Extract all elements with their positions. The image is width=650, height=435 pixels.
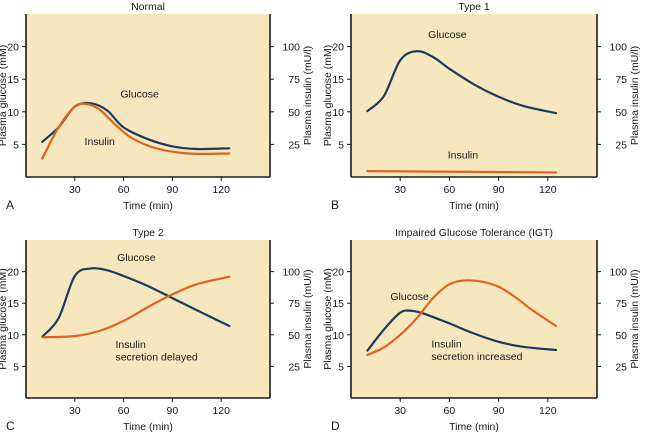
y2-tick-label: 50 (288, 107, 300, 119)
y-tick-label: 15 (332, 74, 344, 86)
y-tick-label: 15 (7, 298, 19, 310)
chart-panel-c: Type 2 30 60 90 120 5 10 15 20 25 50 75 100 Time (min… (0, 227, 314, 433)
y2-tick-label: 25 (615, 361, 627, 373)
x-axis-label: Time (min) (123, 421, 173, 433)
x-tick-label: 90 (167, 184, 179, 196)
y2-tick-label: 25 (288, 361, 300, 373)
x-tick-label: 60 (118, 184, 130, 196)
chart-title: Type 1 (458, 1, 490, 13)
series-line-glucose (366, 309, 558, 352)
y2-axis-label: Plasma insulin (mU/l) (302, 269, 314, 368)
chart-title: Impaired Glucose Tolerance (IGT) (395, 227, 553, 239)
y2-axis-label: Plasma insulin (mU/l) (629, 46, 641, 145)
y-tick-label: 20 (332, 42, 344, 54)
plot-area (351, 240, 597, 398)
x-axis-label: Time (min) (449, 421, 499, 433)
annotation-label: secretion increased (431, 351, 522, 363)
y2-tick-label: 50 (288, 330, 300, 342)
series-line-insulin (41, 275, 231, 339)
y2-tick-label: 100 (609, 42, 627, 54)
plot-area (26, 240, 270, 398)
y2-tick-label: 50 (615, 330, 627, 342)
annotation-label: Glucose (120, 88, 159, 100)
plot-area (26, 14, 270, 177)
annotation-label: Glucose (390, 291, 429, 303)
x-tick-label: 120 (539, 184, 557, 196)
y2-axis-label: Plasma insulin (mU/l) (629, 269, 641, 368)
y-tick-label: 20 (7, 267, 19, 279)
y-axis-label: Plasma glucose (mM) (322, 45, 334, 147)
chart-panel-b: Type 1 30 60 90 120 5 10 15 20 25 50 75 100 Time (min… (322, 1, 641, 212)
panel-label: D (331, 419, 340, 433)
series-line-glucose (41, 267, 231, 338)
y2-tick-label: 75 (615, 298, 627, 310)
series-line-glucose (366, 50, 558, 115)
y-axis-label: Plasma glucose (mM) (0, 45, 9, 147)
x-tick-label: 60 (444, 184, 456, 196)
y-tick-label: 15 (332, 298, 344, 310)
x-axis-label: Time (min) (449, 200, 499, 212)
y2-tick-label: 75 (288, 298, 300, 310)
annotation-label: Insulin (85, 136, 116, 148)
y-tick-label: 5 (13, 139, 19, 151)
annotation-label: Insulin (431, 338, 462, 350)
y2-axis-label: Plasma insulin (mU/l) (302, 46, 314, 145)
y2-tick-label: 100 (282, 267, 300, 279)
y2-tick-label: 100 (609, 267, 627, 279)
x-tick-label: 120 (212, 184, 230, 196)
annotation-label: Insulin (115, 339, 146, 351)
y-tick-label: 20 (7, 42, 19, 54)
panel-label: B (331, 198, 339, 212)
x-tick-label: 90 (167, 405, 179, 417)
y2-tick-label: 100 (282, 42, 300, 54)
x-tick-label: 60 (444, 405, 456, 417)
annotation-label: Glucose (117, 252, 156, 264)
x-tick-label: 90 (493, 405, 505, 417)
y-tick-label: 10 (7, 330, 19, 342)
x-axis-label: Time (min) (123, 200, 173, 212)
y2-tick-label: 50 (615, 107, 627, 119)
y-tick-label: 15 (7, 74, 19, 86)
annotation-label: Glucose (428, 29, 467, 41)
x-tick-label: 120 (539, 405, 557, 417)
y2-tick-label: 75 (288, 74, 300, 86)
chart-panel-d: Impaired Glucose Tolerance (IGT) 30 60 90 12… (322, 227, 641, 433)
panel-label: A (6, 198, 14, 212)
y-tick-label: 10 (7, 107, 19, 119)
x-tick-label: 30 (394, 184, 406, 196)
chart-panel-a: Normal 30 60 90 120 5 10 15 20 25 50 75 100 Time (min… (0, 1, 314, 212)
x-tick-label: 90 (493, 184, 505, 196)
x-tick-label: 30 (69, 184, 81, 196)
y-tick-label: 10 (332, 107, 344, 119)
chart-title: Normal (131, 1, 165, 13)
x-tick-label: 120 (212, 405, 230, 417)
y-axis-label: Plasma glucose (mM) (0, 268, 9, 370)
series-line-insulin (366, 170, 558, 174)
chart-title: Type 2 (132, 227, 164, 239)
y-tick-label: 5 (13, 361, 19, 373)
annotation-label: Insulin (448, 150, 479, 162)
y-tick-label: 10 (332, 330, 344, 342)
y2-tick-label: 25 (288, 139, 300, 151)
x-tick-label: 60 (118, 405, 130, 417)
plot-area (351, 14, 597, 177)
y2-tick-label: 25 (615, 139, 627, 151)
series-line-insulin (366, 279, 558, 357)
x-tick-label: 30 (69, 405, 81, 417)
series-line-insulin (41, 102, 231, 160)
panel-label: C (6, 419, 15, 433)
y-tick-label: 5 (338, 139, 344, 151)
y-tick-label: 20 (332, 267, 344, 279)
y2-tick-label: 75 (615, 74, 627, 86)
y-axis-label: Plasma glucose (mM) (322, 268, 334, 370)
y-tick-label: 5 (338, 361, 344, 373)
x-tick-label: 30 (394, 405, 406, 417)
annotation-label: secretion delayed (115, 352, 197, 364)
